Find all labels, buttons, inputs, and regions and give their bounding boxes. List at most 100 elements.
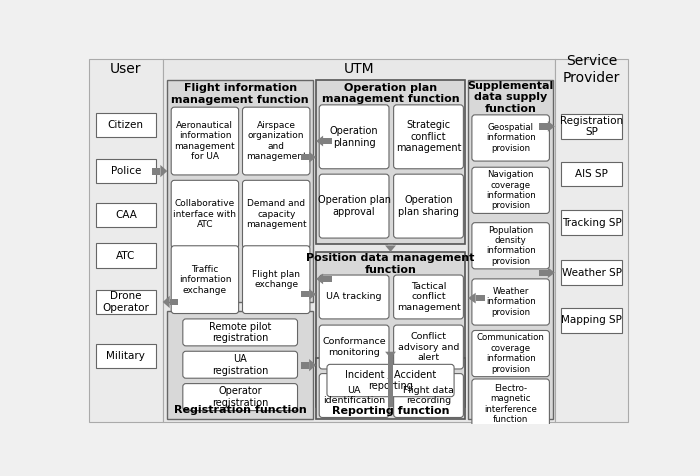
Text: Flight information
management function: Flight information management function: [172, 83, 309, 105]
FancyBboxPatch shape: [393, 105, 463, 169]
Polygon shape: [309, 359, 316, 371]
Bar: [152, 168, 160, 175]
FancyBboxPatch shape: [472, 330, 550, 377]
Bar: [561, 260, 622, 285]
Bar: [162, 59, 555, 422]
Text: Tactical
conflict
management: Tactical conflict management: [397, 282, 461, 312]
Text: Flight data
recording: Flight data recording: [403, 386, 454, 405]
FancyBboxPatch shape: [319, 275, 389, 319]
FancyBboxPatch shape: [393, 174, 463, 238]
Text: UA
registration: UA registration: [212, 354, 268, 376]
Text: Supplemental
data supply
function: Supplemental data supply function: [468, 80, 554, 114]
Bar: [300, 362, 309, 368]
Text: Mapping SP: Mapping SP: [561, 316, 622, 326]
Text: Electro-
magnetic
interference
function: Electro- magnetic interference function: [484, 384, 537, 424]
FancyBboxPatch shape: [319, 325, 389, 369]
Polygon shape: [468, 293, 476, 304]
Polygon shape: [162, 296, 169, 308]
Text: UTM: UTM: [344, 62, 374, 77]
FancyBboxPatch shape: [242, 107, 310, 175]
Bar: [169, 298, 178, 306]
Bar: [300, 291, 309, 298]
Bar: [96, 159, 156, 183]
FancyBboxPatch shape: [183, 384, 298, 410]
Bar: [561, 210, 622, 235]
FancyBboxPatch shape: [242, 246, 310, 314]
Bar: [539, 123, 548, 129]
Text: ATC: ATC: [116, 251, 136, 261]
FancyBboxPatch shape: [472, 279, 550, 325]
Bar: [316, 80, 465, 244]
FancyBboxPatch shape: [172, 246, 239, 314]
FancyBboxPatch shape: [393, 325, 463, 369]
Bar: [89, 59, 162, 422]
Text: Operation plan
approval: Operation plan approval: [318, 195, 391, 217]
FancyBboxPatch shape: [327, 364, 454, 397]
Text: Citizen: Citizen: [108, 120, 144, 130]
Text: Drone
Operator: Drone Operator: [102, 291, 149, 313]
FancyBboxPatch shape: [472, 115, 550, 161]
Polygon shape: [309, 152, 316, 163]
Bar: [468, 80, 553, 419]
FancyBboxPatch shape: [319, 105, 389, 169]
Text: Traffic
information
exchange: Traffic information exchange: [178, 265, 231, 295]
Bar: [555, 59, 629, 422]
Bar: [323, 138, 332, 144]
Text: UA
identification: UA identification: [323, 386, 385, 405]
Text: Strategic
conflict
management: Strategic conflict management: [395, 120, 461, 153]
Text: CAA: CAA: [115, 210, 136, 220]
Bar: [96, 112, 156, 137]
Text: Demand and
capacity
management: Demand and capacity management: [246, 199, 307, 229]
FancyBboxPatch shape: [319, 174, 389, 238]
Bar: [476, 295, 485, 301]
Bar: [561, 308, 622, 333]
Bar: [96, 243, 156, 268]
Bar: [561, 162, 622, 187]
Bar: [96, 344, 156, 368]
Text: Military: Military: [106, 351, 146, 361]
Text: Service
Provider: Service Provider: [563, 54, 620, 85]
Bar: [323, 276, 332, 282]
Polygon shape: [160, 165, 167, 177]
Text: AIS SP: AIS SP: [575, 169, 608, 179]
Bar: [167, 80, 313, 302]
Polygon shape: [548, 268, 555, 278]
Bar: [561, 114, 622, 139]
Text: Police: Police: [111, 166, 141, 176]
Text: Flight plan
exchange: Flight plan exchange: [252, 270, 300, 289]
Polygon shape: [316, 274, 323, 284]
Bar: [316, 358, 465, 419]
Text: Position data management
function: Position data management function: [307, 253, 475, 275]
Polygon shape: [468, 431, 476, 442]
FancyBboxPatch shape: [183, 351, 298, 378]
Text: Tracking SP: Tracking SP: [562, 218, 622, 228]
Text: Operation
plan sharing: Operation plan sharing: [398, 195, 459, 217]
FancyBboxPatch shape: [393, 374, 463, 417]
Polygon shape: [385, 246, 396, 252]
Text: Population
density
information
provision: Population density information provision: [486, 226, 536, 266]
Polygon shape: [548, 121, 555, 132]
Text: Aeronautical
information
management
for UA: Aeronautical information management for …: [174, 121, 235, 161]
Polygon shape: [316, 136, 323, 147]
Text: Conformance
monitoring: Conformance monitoring: [322, 337, 386, 357]
Text: UA tracking: UA tracking: [326, 292, 382, 301]
Polygon shape: [309, 289, 316, 300]
FancyBboxPatch shape: [393, 275, 463, 319]
Text: Weather
information
provision: Weather information provision: [486, 287, 536, 317]
FancyBboxPatch shape: [472, 223, 550, 269]
FancyBboxPatch shape: [172, 107, 239, 175]
Text: Weather SP: Weather SP: [561, 268, 622, 278]
Text: Airspace
organization
and
management: Airspace organization and management: [246, 121, 307, 161]
Bar: [388, 244, 393, 246]
Bar: [316, 252, 465, 407]
FancyBboxPatch shape: [319, 374, 389, 417]
Text: Conflict
advisory and
alert: Conflict advisory and alert: [398, 332, 459, 362]
Bar: [300, 154, 309, 160]
Bar: [476, 434, 485, 440]
Text: Reporting function: Reporting function: [332, 407, 449, 416]
Text: User: User: [110, 62, 141, 77]
Bar: [388, 352, 393, 407]
Text: Navigation
coverage
information
provision: Navigation coverage information provisio…: [486, 170, 536, 210]
Text: Incident / Accident
reporting: Incident / Accident reporting: [345, 370, 436, 391]
Text: Operation
planning: Operation planning: [330, 126, 379, 148]
